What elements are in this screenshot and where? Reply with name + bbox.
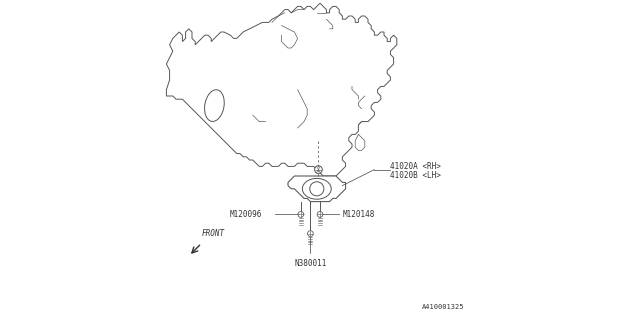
Circle shape bbox=[310, 182, 324, 196]
Text: M120096: M120096 bbox=[230, 210, 262, 219]
Text: FRONT: FRONT bbox=[202, 229, 225, 238]
Circle shape bbox=[298, 212, 304, 217]
Ellipse shape bbox=[303, 178, 332, 199]
Text: 41020B <LH>: 41020B <LH> bbox=[390, 172, 441, 180]
Circle shape bbox=[317, 212, 323, 217]
Circle shape bbox=[307, 231, 314, 236]
Text: 41020A <RH>: 41020A <RH> bbox=[390, 162, 441, 171]
Text: A410001325: A410001325 bbox=[422, 304, 464, 310]
Text: M120148: M120148 bbox=[342, 210, 375, 219]
Ellipse shape bbox=[205, 90, 224, 122]
Polygon shape bbox=[166, 3, 397, 176]
Text: N380011: N380011 bbox=[294, 259, 326, 268]
Circle shape bbox=[315, 166, 322, 173]
Polygon shape bbox=[288, 176, 346, 202]
